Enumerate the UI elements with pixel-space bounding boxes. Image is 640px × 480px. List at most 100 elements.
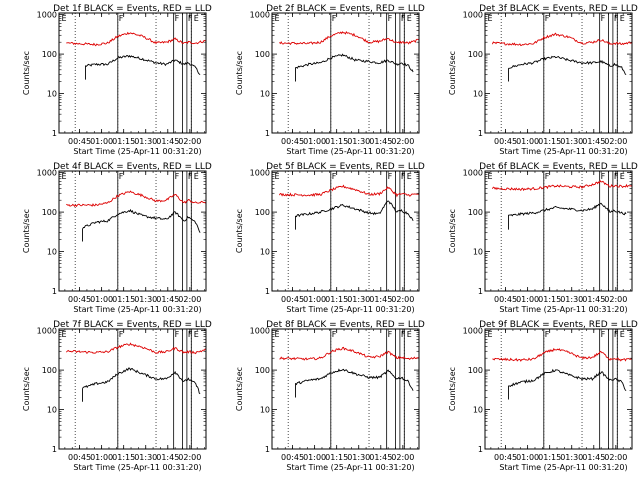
marker-label: E [620, 330, 625, 339]
events-series-line [508, 55, 627, 76]
marker-label: F [175, 172, 180, 181]
x-axis-label: Start Time (25-Apr-11 00:31:20) [499, 463, 627, 472]
events-series-line [82, 367, 201, 395]
x-tick-label: 00:45 [281, 295, 304, 304]
y-tick-label: 100 [42, 208, 57, 217]
marker-label: E [487, 330, 492, 339]
y-tick-label: 100 [42, 366, 57, 375]
x-tick-label: 00:45 [494, 137, 517, 146]
x-tick-label: 01:30 [560, 295, 583, 304]
x-tick-label: 01:15 [112, 295, 135, 304]
marker-label: F [388, 14, 393, 23]
x-tick-label: 01:00 [303, 295, 326, 304]
y-tick-label: 1000 [37, 169, 57, 178]
marker-label: F [119, 330, 124, 339]
x-tick-label: 01:45 [156, 453, 179, 462]
events-series-line [82, 208, 201, 233]
x-tick-label: 01:00 [303, 453, 326, 462]
lld-series-line [66, 190, 207, 208]
x-tick-label: 01:00 [90, 453, 113, 462]
y-tick-label: 10 [47, 248, 57, 257]
plot-frame [58, 12, 207, 134]
x-tick-label: 01:30 [347, 453, 370, 462]
y-axis-label: Counts/sec [22, 209, 31, 253]
x-tick-label: 01:15 [538, 453, 561, 462]
x-tick-label: 01:00 [516, 453, 539, 462]
y-tick-label: 10 [260, 406, 270, 415]
x-tick-label: 01:30 [560, 453, 583, 462]
x-tick-label: 01:45 [369, 453, 392, 462]
marker-label: F [614, 330, 619, 339]
x-tick-label: 01:15 [538, 137, 561, 146]
panel-det-8: Det 8f BLACK = Events, RED = LLD Counts/s… [235, 320, 425, 472]
y-tick-label: 1 [478, 445, 483, 454]
panel-title: Det 4f BLACK = Events, RED = LLD [53, 162, 212, 172]
x-tick-label: 01:45 [156, 137, 179, 146]
panel-det-3: Det 3f BLACK = Events, RED = LLD Counts/s… [448, 4, 638, 156]
events-series-line [85, 54, 201, 76]
x-axis-label: Start Time (25-Apr-11 00:31:20) [286, 305, 414, 314]
marker-label: E [274, 172, 279, 181]
marker-label: E [487, 14, 492, 23]
x-tick-label: 01:45 [156, 295, 179, 304]
marker-label: F [188, 14, 193, 23]
marker-label: E [620, 14, 625, 23]
x-tick-label: 00:45 [281, 453, 304, 462]
y-tick-label: 100 [468, 208, 483, 217]
x-tick-label: 01:45 [582, 453, 605, 462]
marker-label: F [332, 14, 337, 23]
marker-label: F [188, 330, 193, 339]
panel-det-7: Det 7f BLACK = Events, RED = LLD Counts/s… [22, 320, 212, 472]
y-tick-label: 10 [47, 90, 57, 99]
panel-title: Det 3f BLACK = Events, RED = LLD [479, 4, 638, 14]
panel-title: Det 9f BLACK = Events, RED = LLD [479, 320, 638, 330]
y-tick-label: 1000 [37, 327, 57, 336]
x-tick-label: 01:30 [347, 295, 370, 304]
marker-label: E [61, 330, 66, 339]
x-tick-label: 02:00 [604, 137, 627, 146]
marker-label: F [188, 172, 193, 181]
marker-label: F [332, 172, 337, 181]
x-tick-label: 01:45 [369, 137, 392, 146]
marker-label: F [545, 14, 550, 23]
events-series-line [295, 53, 414, 73]
x-axis-label: Start Time (25-Apr-11 00:31:20) [286, 463, 414, 472]
marker-label: F [332, 330, 337, 339]
lld-series-line [279, 346, 420, 361]
y-tick-label: 1 [478, 287, 483, 296]
y-tick-label: 1 [478, 129, 483, 138]
y-axis-label: Counts/sec [22, 367, 31, 411]
plot-frame [484, 328, 633, 450]
y-tick-label: 1 [265, 129, 270, 138]
x-tick-label: 01:30 [134, 453, 157, 462]
x-tick-label: 01:45 [369, 295, 392, 304]
x-axis-label: Start Time (25-Apr-11 00:31:20) [73, 147, 201, 156]
marker-label: E [274, 330, 279, 339]
y-tick-label: 1 [265, 287, 270, 296]
plot-frame [271, 12, 420, 134]
x-tick-label: 00:45 [494, 453, 517, 462]
plot-frame [484, 170, 633, 292]
x-tick-label: 01:15 [112, 453, 135, 462]
lld-series-line [279, 31, 420, 46]
x-tick-label: 02:00 [391, 295, 414, 304]
y-tick-label: 1 [265, 445, 270, 454]
marker-label: E [194, 14, 199, 23]
marker-label: F [119, 172, 124, 181]
y-tick-label: 1000 [250, 169, 270, 178]
y-tick-label: 1000 [463, 327, 483, 336]
panel-det-9: Det 9f BLACK = Events, RED = LLD Counts/s… [448, 320, 638, 472]
marker-label: F [388, 330, 393, 339]
marker-label: E [407, 14, 412, 23]
x-tick-label: 01:00 [303, 137, 326, 146]
y-tick-label: 10 [473, 90, 483, 99]
plot-frame [58, 328, 207, 450]
x-tick-label: 01:00 [516, 137, 539, 146]
y-axis-label: Counts/sec [235, 51, 244, 95]
y-tick-label: 1000 [463, 11, 483, 20]
panel-title: Det 6f BLACK = Events, RED = LLD [479, 162, 638, 172]
marker-label: E [194, 330, 199, 339]
y-tick-label: 100 [255, 50, 270, 59]
y-tick-label: 1 [52, 287, 57, 296]
y-tick-label: 1 [52, 445, 57, 454]
